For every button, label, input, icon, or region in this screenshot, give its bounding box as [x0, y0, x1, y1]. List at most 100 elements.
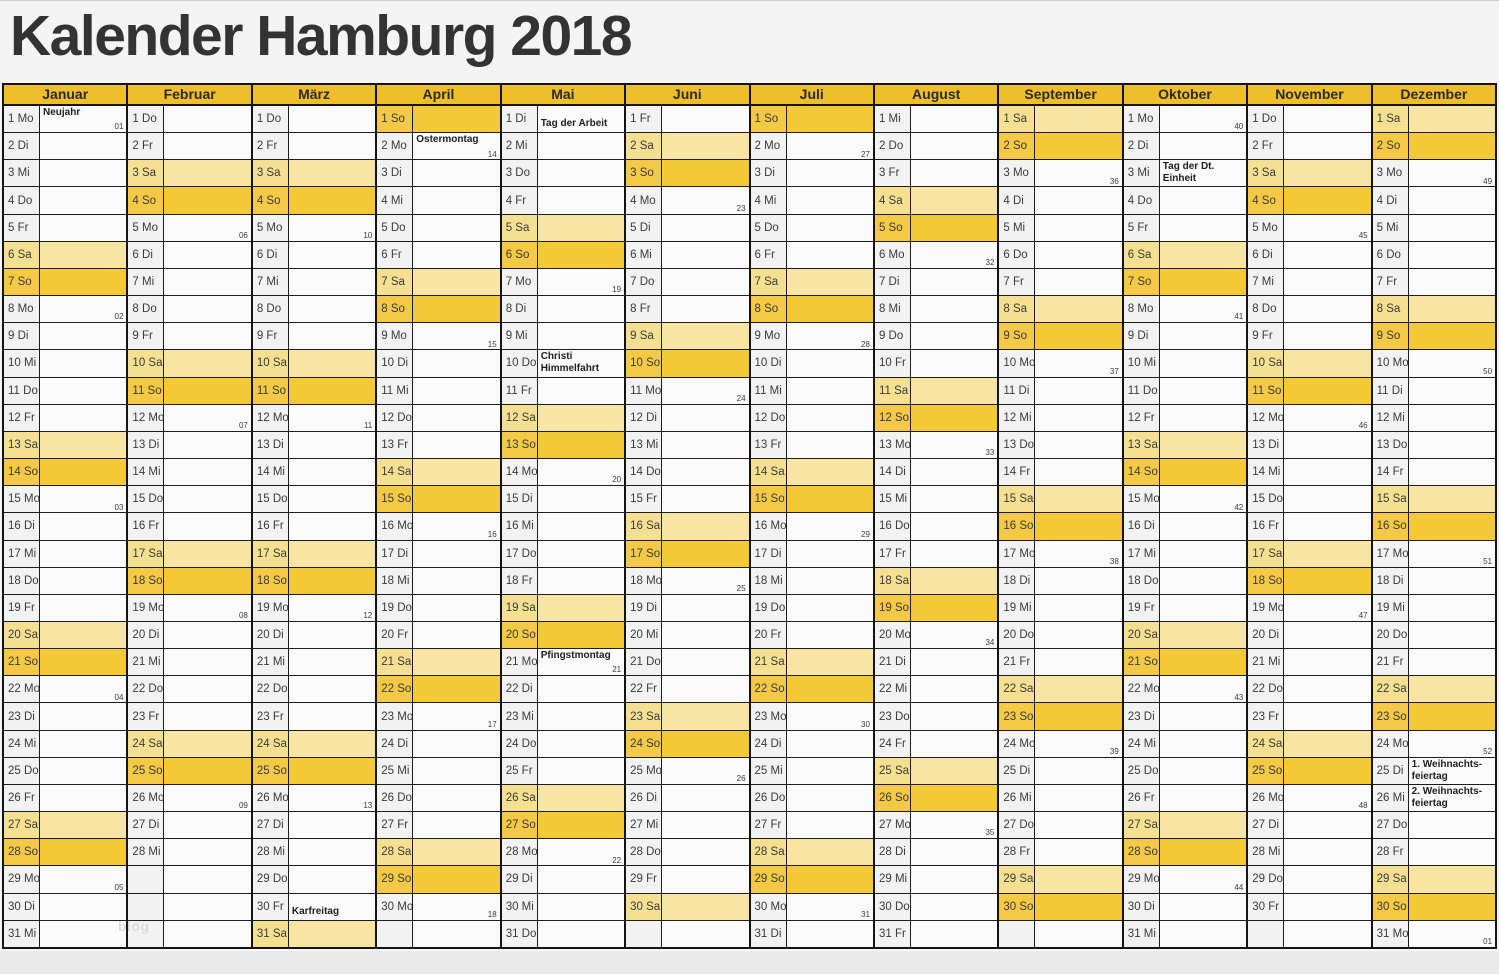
- day-row: 16 So: [1373, 513, 1495, 540]
- day-content-cell: 22: [538, 839, 624, 865]
- day-content-cell: 11: [289, 405, 375, 431]
- day-label-cell: 2 So: [1373, 133, 1409, 159]
- day-content-cell: [1284, 812, 1370, 838]
- day-content-cell: [1409, 106, 1495, 132]
- day-row: 19 So: [875, 595, 997, 622]
- day-label-cell: 26 Do: [377, 785, 413, 811]
- holiday-label: Pfingstmontag: [541, 650, 622, 662]
- day-content-cell: [1284, 649, 1370, 675]
- day-content-cell: [413, 296, 499, 322]
- day-label-cell: 8 Sa: [1373, 296, 1409, 322]
- day-row: 22 Fr: [626, 676, 748, 703]
- day-content-cell: [413, 921, 499, 947]
- day-label-cell: 20 Mi: [626, 622, 662, 648]
- day-content-cell: [1409, 486, 1495, 512]
- day-row: 31 Di: [751, 921, 873, 947]
- day-content-cell: [40, 242, 126, 268]
- day-row: 5 Mi: [999, 215, 1121, 242]
- day-label-cell: 3 Sa: [253, 160, 289, 186]
- day-content-cell: [787, 921, 873, 947]
- day-content-cell: [1284, 242, 1370, 268]
- day-label-cell: 18 Mi: [751, 568, 787, 594]
- day-row: 15 Fr: [626, 486, 748, 513]
- day-label-cell: 24 Mo: [1373, 731, 1409, 757]
- week-number: 07: [239, 422, 248, 431]
- day-label-cell: 23 So: [999, 703, 1035, 729]
- day-label-cell: 9 Fr: [128, 323, 164, 349]
- day-label-cell: 21 Sa: [377, 649, 413, 675]
- holiday-label: Tag der Arbeit: [541, 118, 622, 130]
- day-content-cell: [911, 568, 997, 594]
- day-row: 29 Sa: [999, 866, 1121, 893]
- day-content-cell: [662, 160, 748, 186]
- day-content-cell: [413, 541, 499, 567]
- day-row: 7 Mi: [1248, 269, 1370, 296]
- day-label-cell: 25 So: [253, 758, 289, 784]
- page-title: Kalender Hamburg 2018: [0, 1, 1499, 67]
- day-row: 11 So: [1248, 378, 1370, 405]
- day-content-cell: [413, 486, 499, 512]
- day-row: 4 So: [1248, 187, 1370, 214]
- day-row: 4 Mi: [377, 187, 499, 214]
- day-content-cell: [164, 459, 250, 485]
- day-label-cell: 12 So: [875, 405, 911, 431]
- week-number: 13: [363, 802, 372, 811]
- day-label-cell: 27 Fr: [377, 812, 413, 838]
- day-content-cell: 05: [40, 866, 126, 892]
- day-row: 8 So: [751, 296, 873, 323]
- day-content-cell: [164, 323, 250, 349]
- day-label-cell: 9 Mi: [502, 323, 538, 349]
- week-number: 38: [1110, 558, 1119, 567]
- day-label-cell: 23 Mo: [751, 703, 787, 729]
- day-content-cell: [662, 405, 748, 431]
- day-label-cell: 11 Sa: [875, 378, 911, 404]
- week-number: 02: [115, 313, 124, 322]
- day-content-cell: [40, 378, 126, 404]
- day-label-cell: 6 Di: [253, 242, 289, 268]
- day-label-cell: 9 Di: [1124, 323, 1160, 349]
- day-row: 5 Do: [751, 215, 873, 242]
- day-row: 22 Sa: [1373, 676, 1495, 703]
- day-content-cell: [1035, 378, 1121, 404]
- day-content-cell: [1035, 486, 1121, 512]
- day-content-cell: [40, 350, 126, 376]
- day-content-cell: [40, 459, 126, 485]
- day-label-cell: [377, 921, 413, 947]
- day-label-cell: 2 Mi: [502, 133, 538, 159]
- day-row: 12 Fr: [1124, 405, 1246, 432]
- day-label-cell: 25 Mi: [751, 758, 787, 784]
- day-label-cell: 3 Mi: [4, 160, 40, 186]
- day-row: 25 So: [1248, 758, 1370, 785]
- day-label-cell: 29 Do: [1248, 866, 1284, 892]
- day-content-cell: 06: [164, 215, 250, 241]
- day-content-cell: [1284, 541, 1370, 567]
- day-content-cell: [1035, 866, 1121, 892]
- week-number: 41: [1234, 313, 1243, 322]
- day-content-cell: [40, 405, 126, 431]
- day-label-cell: 10 Mo: [1373, 350, 1409, 376]
- day-content-cell: [413, 758, 499, 784]
- day-row: 11 Do: [4, 378, 126, 405]
- day-label-cell: 7 Sa: [751, 269, 787, 295]
- day-row: 30 Di: [4, 894, 126, 921]
- day-row: 6 Do: [999, 242, 1121, 269]
- day-content-cell: [413, 459, 499, 485]
- day-label-cell: 6 Fr: [751, 242, 787, 268]
- week-number: 49: [1483, 178, 1492, 187]
- week-number: 18: [488, 911, 497, 920]
- day-content-cell: 51: [1409, 541, 1495, 567]
- day-content-cell: 28: [787, 323, 873, 349]
- day-label-cell: 1 Do: [128, 106, 164, 132]
- day-row: 7 Mi: [128, 269, 250, 296]
- day-label-cell: 4 Fr: [502, 187, 538, 213]
- day-content-cell: 37: [1035, 350, 1121, 376]
- day-content-cell: [40, 622, 126, 648]
- day-label-cell: 9 Do: [875, 323, 911, 349]
- day-row: [999, 921, 1121, 947]
- day-label-cell: 27 Di: [253, 812, 289, 838]
- day-row: 12 Mi: [999, 405, 1121, 432]
